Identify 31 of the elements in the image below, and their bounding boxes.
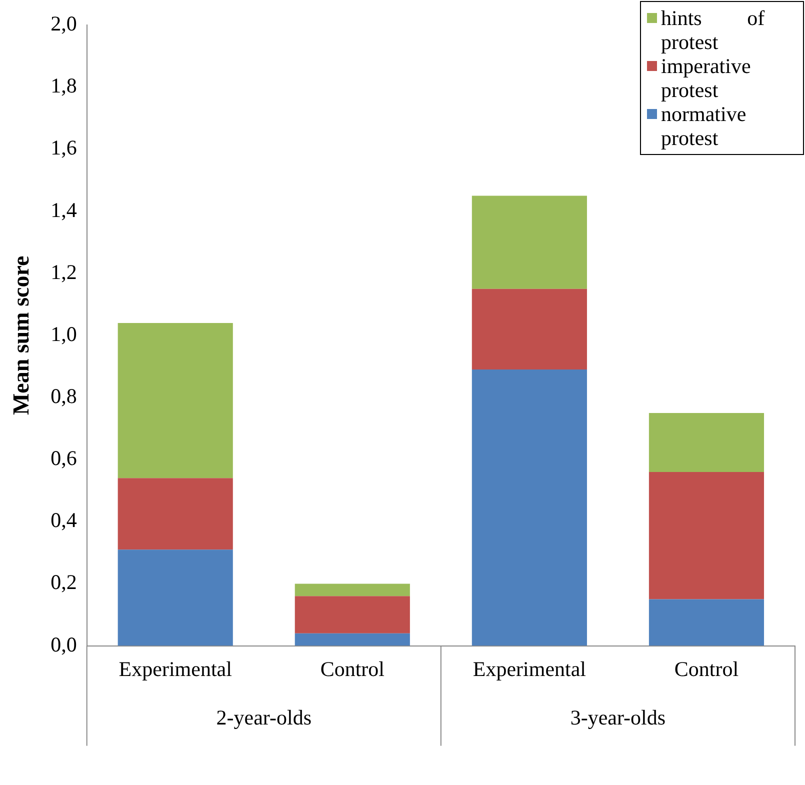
y-tick-label: 1,4 [50,198,78,222]
bar [648,472,764,600]
bar [294,633,410,646]
bar [648,599,764,646]
y-tick-label: 1,0 [50,322,77,346]
y-tick-label: 0,8 [50,384,77,408]
y-tick-label: 0,6 [50,446,77,470]
y-tick-label: 0,0 [50,632,77,656]
legend-label: normative protest [661,102,748,150]
y-tick-label: 1,6 [50,136,77,160]
y-tick-label: 1,2 [50,260,77,284]
x-tick-label: Control [320,656,385,681]
bar [294,584,410,596]
bar [294,596,410,634]
bar [648,413,764,472]
bar [472,288,587,370]
y-tick-label: 1,8 [50,74,77,98]
text: 2-year-olds [216,705,312,730]
y-tick-label: 2,0 [50,12,77,36]
x-tick-label: Experimental [118,656,232,681]
bar [118,478,233,550]
bar [472,370,587,646]
y-tick-label: 0,2 [50,570,77,594]
x-tick-label: Experimental [472,656,586,681]
text: 3-year-olds [570,705,666,730]
bar [472,196,587,289]
bar [118,322,233,478]
x-tick-label: Control [674,656,739,681]
y-tick-label: 0,4 [50,508,78,532]
y-axis-title: Mean sum score [8,256,34,416]
bar [118,550,233,646]
